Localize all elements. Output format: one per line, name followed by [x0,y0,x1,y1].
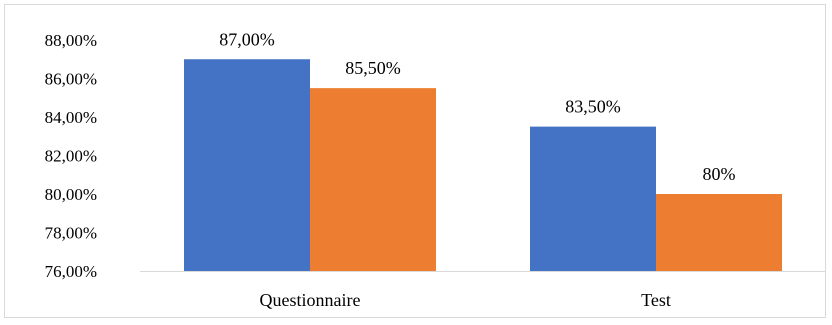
y-tick-label: 82,00% [45,147,97,166]
data-label: 80% [703,164,736,184]
category-label: Questionnaire [260,290,361,310]
bar-questionnaire-0 [184,59,310,271]
y-tick-label: 88,00% [45,31,97,50]
y-tick-label: 84,00% [45,108,97,127]
data-label: 83,50% [565,97,621,117]
y-tick-label: 86,00% [45,70,97,89]
y-tick-label: 76,00% [45,262,97,281]
bars [184,59,782,271]
data-labels: 87,00% 85,50% 83,50% 80% [219,29,735,184]
bar-questionnaire-1 [310,88,436,271]
y-tick-label: 78,00% [45,224,97,243]
data-label: 87,00% [219,29,275,49]
category-labels: Questionnaire Test [260,290,671,310]
bar-test-1 [656,194,782,271]
category-label: Test [641,290,671,310]
y-axis-ticks: 76,00% 78,00% 80,00% 82,00% 84,00% 86,00% 88,0… [45,31,97,281]
data-label: 85,50% [345,58,401,78]
y-tick-label: 80,00% [45,185,97,204]
bar-test-0 [530,126,656,271]
